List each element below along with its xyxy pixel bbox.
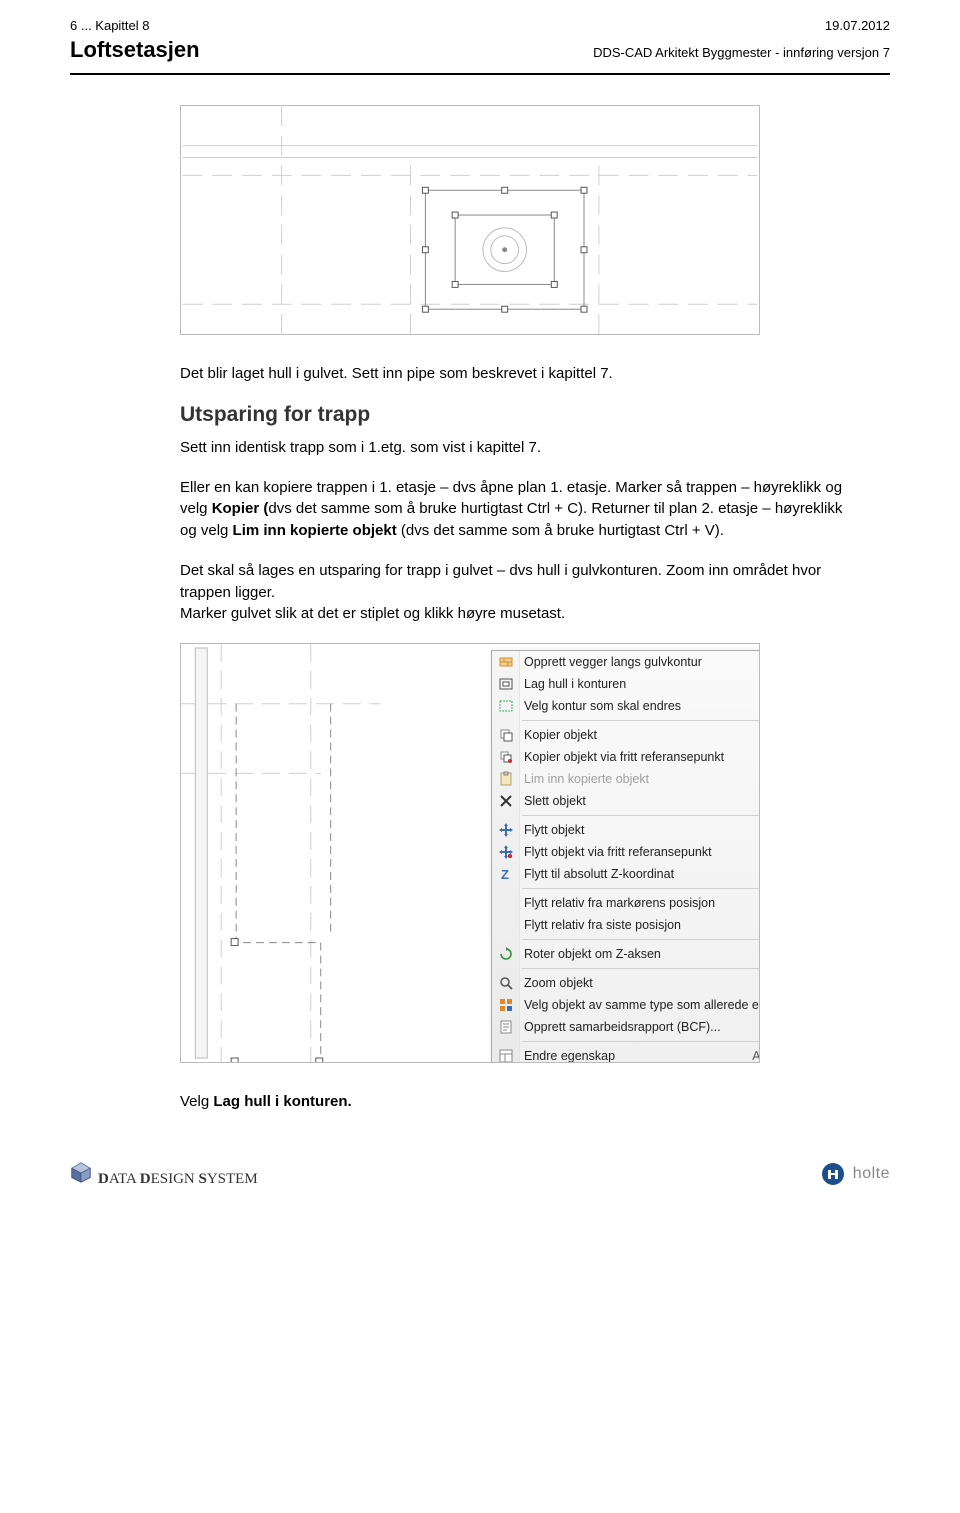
menu-shortcut: Ctrl+V <box>753 772 760 786</box>
menu-label: Velg kontur som skal endres <box>524 699 760 713</box>
menu-shortcut: Home <box>755 867 760 881</box>
menu-label: Flytt objekt <box>524 823 751 837</box>
holte-logo-icon <box>821 1162 845 1186</box>
z-icon: Z <box>496 866 516 882</box>
menu-item-16[interactable]: Endre egenskapAlt+Enter <box>492 1045 760 1063</box>
section-heading: Utsparing for trapp <box>180 403 850 427</box>
menu-label: Opprett vegger langs gulvkontur <box>524 655 760 669</box>
paragraph-1: Det blir laget hull i gulvet. Sett inn p… <box>180 363 850 385</box>
wall-icon <box>496 654 516 670</box>
menu-separator <box>522 968 760 969</box>
menu-item-9[interactable]: Z Flytt til absolutt Z-koordinatHome <box>492 863 760 885</box>
copy-icon <box>496 727 516 743</box>
caption: Velg Lag hull i konturen. <box>180 1091 850 1113</box>
menu-separator <box>522 720 760 721</box>
holte-text: holte <box>853 1165 890 1183</box>
select-icon <box>496 997 516 1013</box>
menu-item-15[interactable]: Opprett samarbeidsrapport (BCF)... <box>492 1016 760 1038</box>
menu-label: Flytt relativ fra siste posisjon <box>524 918 760 932</box>
menu-item-6[interactable]: Slett objektDel <box>492 790 760 812</box>
paragraph-2: Sett inn identisk trapp som i 1.etg. som… <box>180 437 850 459</box>
menu-shortcut: Shift+Z <box>748 976 760 990</box>
menu-item-14[interactable]: Velg objekt av samme type som allerede e… <box>492 994 760 1016</box>
props-icon <box>496 1048 516 1063</box>
paragraph-3: Eller en kan kopiere trappen i 1. etasje… <box>180 477 850 542</box>
copyref-icon <box>496 749 516 765</box>
menu-separator <box>522 939 760 940</box>
menu-item-11[interactable]: Flytt relativ fra siste posisjon <box>492 914 760 936</box>
moveref-icon <box>496 844 516 860</box>
svg-text:Z: Z <box>501 867 509 882</box>
menu-label: Zoom objekt <box>524 976 748 990</box>
menu-separator <box>522 888 760 889</box>
menu-item-1[interactable]: Lag hull i konturen <box>492 673 760 695</box>
menu-item-12[interactable]: Roter objekt om Z-aksen <box>492 943 760 965</box>
menu-item-5: Lim inn kopierte objektCtrl+V <box>492 768 760 790</box>
menu-separator <box>522 815 760 816</box>
plan-drawing-top <box>180 105 760 335</box>
menu-item-3[interactable]: Kopier objektCtrl+C <box>492 724 760 746</box>
plan-drawing-with-menu: Opprett vegger langs gulvkontur Lag hull … <box>180 643 760 1063</box>
menu-label: Flytt relativ fra markørens posisjon <box>524 896 760 910</box>
delete-icon <box>496 793 516 809</box>
menu-label: Velg objekt av samme type som allerede e… <box>524 998 760 1012</box>
menu-item-0[interactable]: Opprett vegger langs gulvkontur <box>492 651 760 673</box>
menu-item-10[interactable]: Flytt relativ fra markørens posisjon <box>492 892 760 914</box>
menu-shortcut: Ctrl+M <box>751 823 760 837</box>
report-icon <box>496 1019 516 1035</box>
menu-label: Lim inn kopierte objekt <box>524 772 753 786</box>
menu-label: Roter objekt om Z-aksen <box>524 947 760 961</box>
blank-icon <box>496 917 516 933</box>
menu-label: Endre egenskap <box>524 1049 736 1063</box>
footer-left: DATA DESIGN SYSTEM <box>70 1161 258 1188</box>
menu-separator <box>522 1041 760 1042</box>
dds-logo-icon <box>70 1161 92 1183</box>
footer-brand-text: DATA DESIGN SYSTEM <box>98 1171 258 1188</box>
page-title: Loftsetasjen <box>70 37 200 63</box>
menu-item-2[interactable]: Velg kontur som skal endres <box>492 695 760 717</box>
zoom-icon <box>496 975 516 991</box>
menu-item-4[interactable]: Kopier objekt via fritt referansepunkt <box>492 746 760 768</box>
menu-label: Flytt til absolutt Z-koordinat <box>524 867 755 881</box>
context-menu[interactable]: Opprett vegger langs gulvkontur Lag hull … <box>491 650 760 1063</box>
rect-icon <box>496 676 516 692</box>
paste-icon <box>496 771 516 787</box>
paragraph-4: Det skal så lages en utsparing for trapp… <box>180 560 850 625</box>
menu-shortcut: Ctrl+C <box>752 728 760 742</box>
menu-label: Opprett samarbeidsrapport (BCF)... <box>524 1020 760 1034</box>
menu-label: Slett objekt <box>524 794 760 808</box>
header-rule <box>70 73 890 75</box>
menu-label: Kopier objekt <box>524 728 752 742</box>
blank-icon <box>496 895 516 911</box>
menu-label: Kopier objekt via fritt referansepunkt <box>524 750 760 764</box>
footer-right: holte <box>821 1162 890 1186</box>
menu-item-13[interactable]: Zoom objektShift+Z <box>492 972 760 994</box>
date-label: 19.07.2012 <box>825 18 890 33</box>
subtitle: DDS-CAD Arkitekt Byggmester - innføring … <box>593 45 890 60</box>
menu-label: Flytt objekt via fritt referansepunkt <box>524 845 760 859</box>
menu-shortcut: Alt+Enter <box>736 1049 760 1063</box>
menu-label: Lag hull i konturen <box>524 677 760 691</box>
outline-icon <box>496 698 516 714</box>
menu-item-7[interactable]: Flytt objektCtrl+M <box>492 819 760 841</box>
menu-item-8[interactable]: Flytt objekt via fritt referansepunkt <box>492 841 760 863</box>
rotate-icon <box>496 946 516 962</box>
move-icon <box>496 822 516 838</box>
chapter-label: 6 ... Kapittel 8 <box>70 18 150 33</box>
